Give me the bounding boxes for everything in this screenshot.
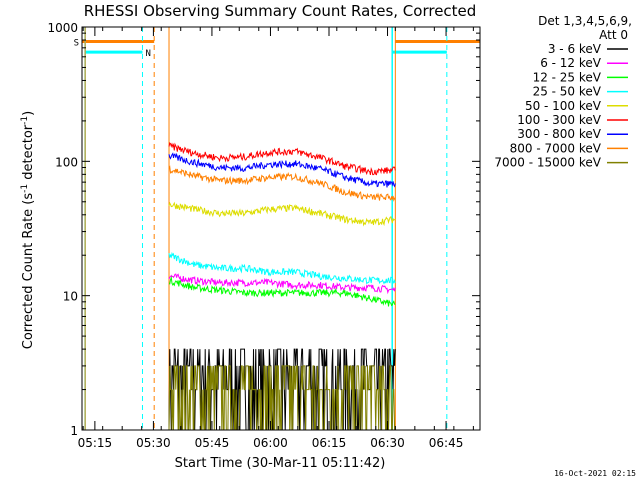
legend-header-attenuator: Att 0 [599, 28, 628, 42]
y-tick-label: 1 [70, 424, 78, 438]
x-tick-label: 06:00 [253, 436, 288, 450]
series-line [168, 152, 396, 188]
legend-entry-label: 6 - 12 keV [540, 56, 602, 70]
series-line [168, 273, 396, 295]
series-line [168, 142, 396, 176]
x-tick-label: 06:45 [429, 436, 464, 450]
x-tick-label: 06:30 [370, 436, 405, 450]
y-tick-label: 1000 [47, 21, 78, 35]
series-line [168, 251, 396, 285]
y-tick-label: 10 [63, 290, 78, 304]
x-axis-label: Start Time (30-Mar-11 05:11:42) [175, 456, 386, 471]
legend-entry-label: 800 - 7000 keV [510, 141, 602, 155]
chart-title: RHESSI Observing Summary Count Rates, Co… [84, 2, 477, 20]
x-tick-label: 05:45 [195, 436, 230, 450]
series-line [168, 165, 396, 202]
legend-entry-label: 300 - 800 keV [517, 127, 601, 141]
legend-entry-label: 100 - 300 keV [517, 113, 601, 127]
legend-header-detectors: Det 1,3,4,5,6,9, [538, 14, 632, 28]
legend-entry-label: 50 - 100 keV [525, 99, 602, 113]
y-axis-label: Corrected Count Rate (s-1 detector-1) [20, 111, 36, 349]
legend-entry-label: 3 - 6 keV [548, 42, 602, 56]
saa-flag-label: S [74, 38, 79, 48]
y-tick-label: 100 [55, 155, 78, 169]
footer-timestamp: 16-Oct-2021 02:15 [554, 469, 636, 478]
plot-frame [81, 26, 481, 431]
x-tick-label: 05:15 [78, 436, 113, 450]
x-tick-label: 05:30 [136, 436, 171, 450]
series-line [168, 201, 396, 227]
night-flag-label: N [145, 49, 150, 59]
x-tick-label: 06:15 [312, 436, 347, 450]
legend-entry-label: 7000 - 15000 keV [494, 156, 601, 170]
series-line [169, 275, 396, 307]
series-line [168, 365, 396, 431]
legend-entry-label: 12 - 25 keV [533, 70, 602, 84]
legend-entry-label: 25 - 50 keV [533, 85, 602, 99]
plot-area: S N 1 10 100 1000 05:15 05:30 05:45 06:00 06:15 0… [47, 21, 481, 450]
